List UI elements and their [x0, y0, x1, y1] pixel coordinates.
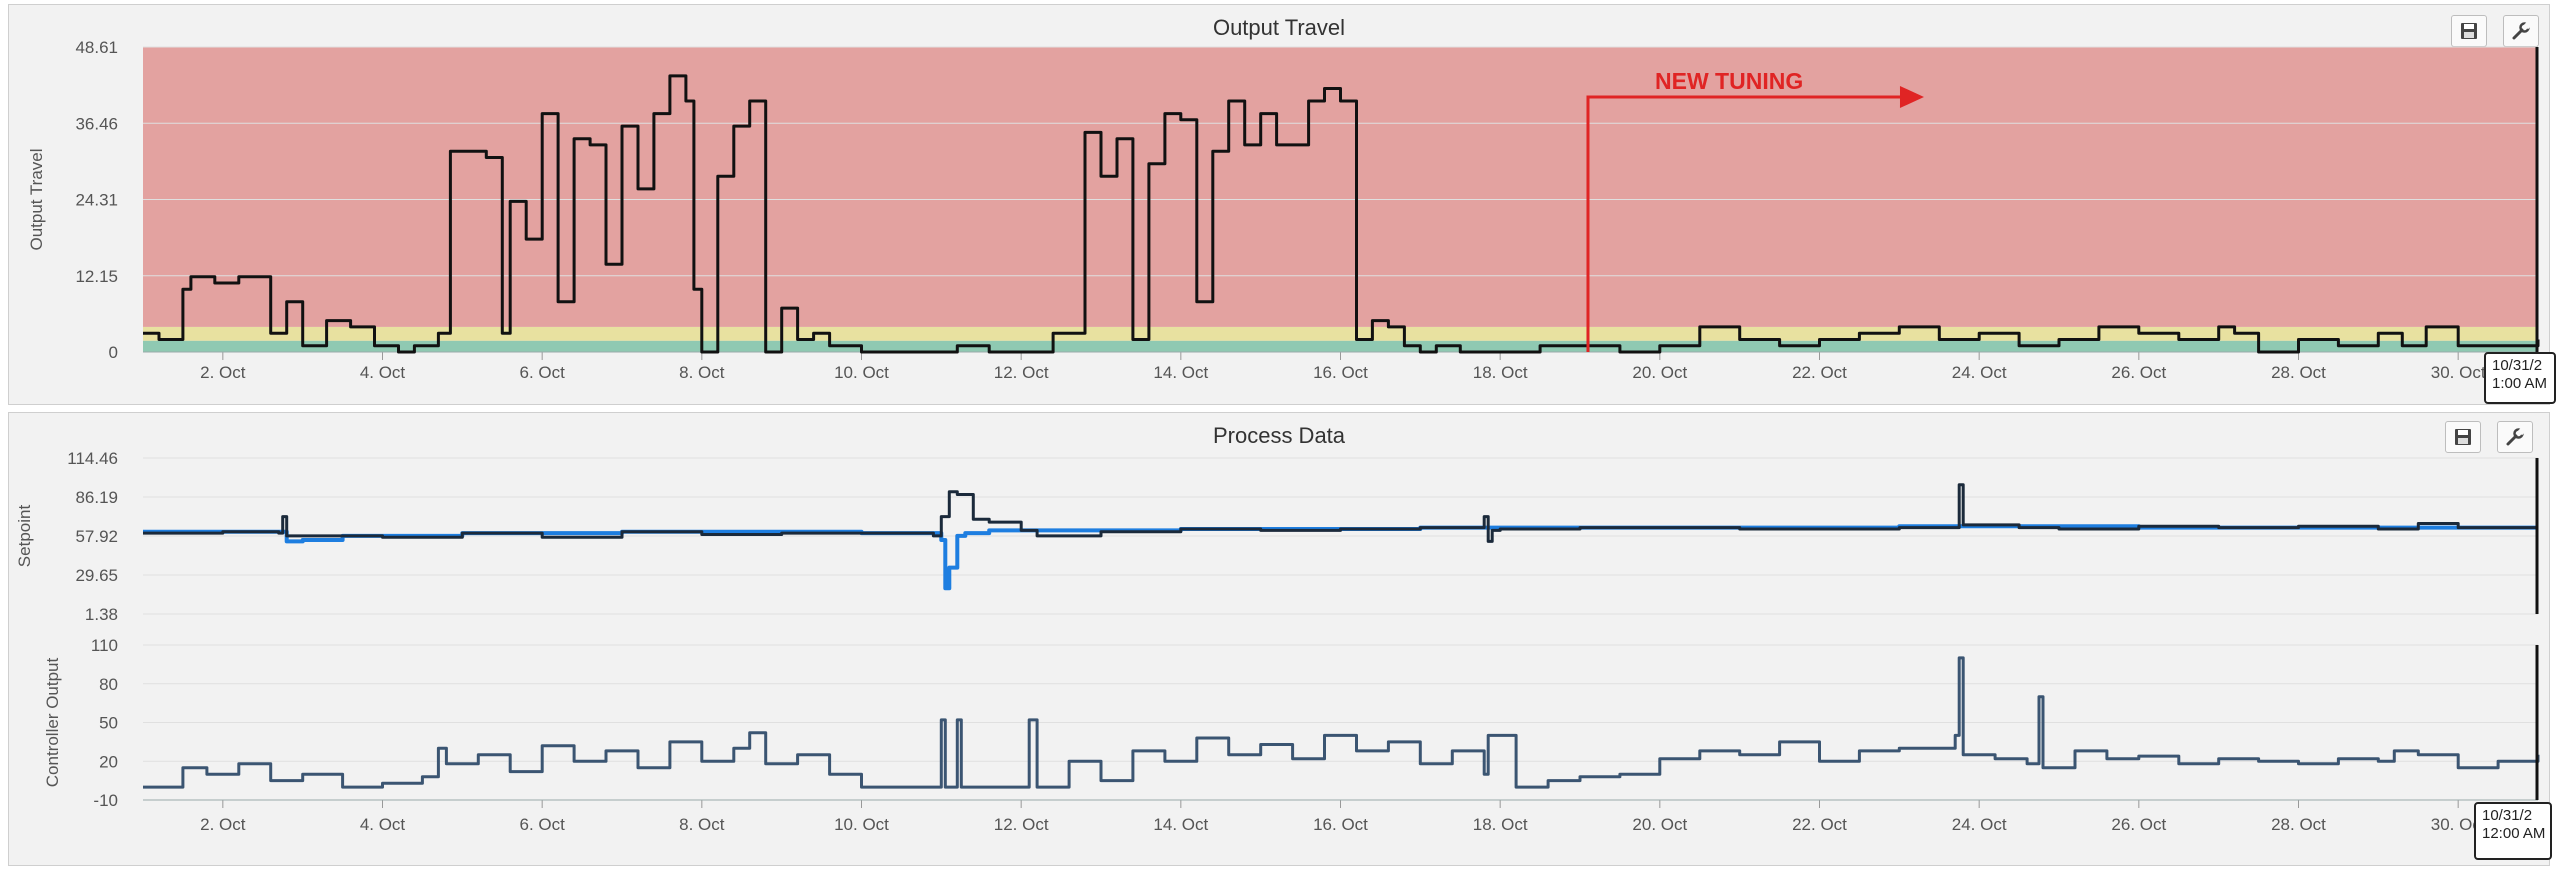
- y-tick-label: 86.19: [75, 488, 118, 507]
- y-tick-label: 24.31: [75, 191, 118, 210]
- y-tick-label: 114.46: [67, 449, 118, 468]
- x-tick-label: 14. Oct: [1153, 363, 1208, 382]
- x-tick-label: 4. Oct: [360, 815, 406, 834]
- x-tick-label: 30. Oct: [2431, 363, 2486, 382]
- output-travel-title: Output Travel: [1212, 15, 1346, 40]
- tooltip-bottom: 10/31/2 12:00 AM: [2474, 802, 2552, 860]
- settings-button[interactable]: [2503, 15, 2539, 47]
- floppy-disk-icon: [2461, 23, 2477, 39]
- y-tick-label: 20: [99, 752, 118, 771]
- new-tuning-arrowhead: [1899, 86, 1924, 108]
- x-tick-label: 26. Oct: [2111, 363, 2166, 382]
- y-tick-label: 36.46: [75, 114, 118, 133]
- wrench-icon: [2512, 21, 2531, 40]
- y-tick-label: 57.92: [75, 527, 118, 546]
- x-tick-label: 6. Oct: [519, 363, 565, 382]
- y-axis-title: Setpoint: [15, 505, 34, 568]
- x-tick-label: 16. Oct: [1313, 363, 1368, 382]
- x-tick-label: 28. Oct: [2271, 363, 2326, 382]
- travel-series-line: [143, 74, 2540, 354]
- x-tick-label: 10. Oct: [834, 363, 889, 382]
- y-tick-label: 110: [91, 636, 118, 655]
- x-tick-label: 30. Oct: [2431, 815, 2486, 834]
- x-tick-label: 18. Oct: [1473, 363, 1528, 382]
- y-tick-label: 80: [99, 675, 118, 694]
- y-tick-label: 50: [99, 714, 118, 733]
- x-tick-label: 24. Oct: [1952, 815, 2007, 834]
- y-tick-label: 0: [109, 343, 118, 362]
- x-tick-label: 18. Oct: [1473, 815, 1528, 834]
- floppy-disk-icon: [2455, 429, 2471, 445]
- new-tuning-annotation: NEW TUNING: [1655, 68, 1804, 94]
- process-data-title: Process Data: [1212, 423, 1346, 448]
- x-tick-label: 12. Oct: [994, 363, 1049, 382]
- x-tick-label: 20. Oct: [1632, 815, 1687, 834]
- new-tuning-arrow-line: [1586, 95, 1900, 352]
- x-tick-label: 14. Oct: [1153, 815, 1208, 834]
- y-tick-label: 1.38: [85, 605, 118, 624]
- x-tick-label: 2. Oct: [200, 363, 246, 382]
- save-button[interactable]: [2445, 421, 2481, 453]
- wrench-icon: [2506, 427, 2525, 446]
- y-tick-label: -10: [93, 791, 118, 810]
- controller-output-series-line: [143, 656, 2540, 789]
- settings-button[interactable]: [2497, 421, 2533, 453]
- band-green: [143, 340, 2538, 352]
- y-tick-label: 29.65: [75, 566, 118, 585]
- x-tick-label: 20. Oct: [1632, 363, 1687, 382]
- x-tick-label: 6. Oct: [519, 815, 565, 834]
- x-tick-label: 24. Oct: [1952, 363, 2007, 382]
- x-tick-label: 22. Oct: [1792, 815, 1847, 834]
- x-tick-label: 8. Oct: [679, 815, 725, 834]
- tooltip-top: 10/31/2 1:00 AM: [2484, 352, 2556, 404]
- y-axis-title: Controller Output: [43, 657, 62, 787]
- x-tick-label: 28. Oct: [2271, 815, 2326, 834]
- process-data-panel: Process Data: [8, 412, 2550, 866]
- x-tick-label: 10. Oct: [834, 815, 889, 834]
- y-axis-title: Output Travel: [27, 148, 46, 250]
- x-tick-label: 2. Oct: [200, 815, 246, 834]
- y-tick-label: 48.61: [75, 38, 118, 57]
- process-variable-series-line: [143, 483, 2538, 543]
- x-tick-label: 22. Oct: [1792, 363, 1847, 382]
- x-tick-label: 26. Oct: [2111, 815, 2166, 834]
- x-tick-label: 16. Oct: [1313, 815, 1368, 834]
- x-tick-label: 12. Oct: [994, 815, 1049, 834]
- x-tick-label: 8. Oct: [679, 363, 725, 382]
- y-tick-label: 12.15: [75, 267, 118, 286]
- x-tick-label: 4. Oct: [360, 363, 406, 382]
